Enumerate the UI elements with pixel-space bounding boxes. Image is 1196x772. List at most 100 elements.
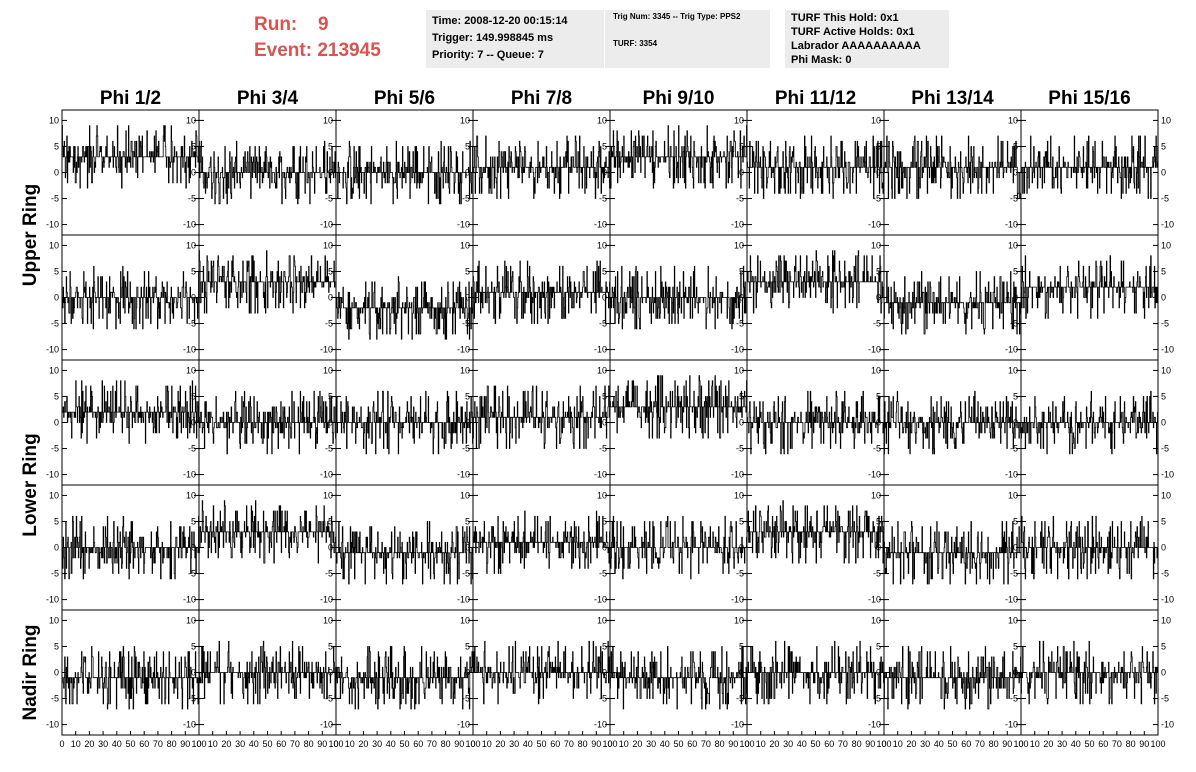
y-tick-label: -5 (51, 319, 59, 329)
y-tick-label: 5 (191, 141, 196, 151)
y-tick-label: -10 (183, 470, 196, 480)
y-tick-label: -10 (183, 220, 196, 230)
y-tick-label: -5 (462, 319, 470, 329)
panel-frame (61, 109, 200, 236)
y-tick-label: 0 (54, 543, 59, 553)
waveform-trace (336, 521, 473, 585)
x-tick-label: 60 (1098, 739, 1108, 749)
event-value: 213945 (317, 40, 381, 61)
y-tick-label: -10 (1005, 595, 1018, 605)
y-tick-label: 0 (1161, 418, 1166, 428)
y-tick-label: 5 (1161, 516, 1166, 526)
x-tick-label: 10 (619, 739, 629, 749)
y-tick-label: -10 (731, 720, 744, 730)
event-line: Event: 213945 (254, 38, 381, 64)
y-tick-label: -5 (599, 694, 607, 704)
x-tick-label: 40 (386, 739, 396, 749)
x-tick-label: 70 (838, 739, 848, 749)
x-tick-label: 90 (591, 739, 601, 749)
y-tick-label: -10 (731, 345, 744, 355)
x-tick-label: 60 (824, 739, 834, 749)
y-tick-label: 0 (465, 668, 470, 678)
x-tick-label: 0 (333, 739, 338, 749)
x-tick-label: 60 (139, 739, 149, 749)
y-tick-label: 0 (54, 168, 59, 178)
y-tick-label: 10 (460, 615, 470, 625)
y-tick-label: -5 (188, 444, 196, 454)
y-tick-label: 5 (328, 641, 333, 651)
y-tick-label: 0 (328, 668, 333, 678)
y-tick-label: -5 (599, 319, 607, 329)
y-tick-label: 0 (465, 418, 470, 428)
y-tick-label: -10 (320, 345, 333, 355)
x-tick-label: 10 (893, 739, 903, 749)
waveform-trace (1020, 255, 1158, 319)
y-tick-label: 5 (465, 516, 470, 526)
y-tick-label: 0 (876, 668, 881, 678)
waveform-trace (61, 646, 199, 710)
row-label: Upper Ring (20, 184, 41, 286)
y-tick-label: 0 (328, 293, 333, 303)
y-tick-label: 10 (597, 365, 607, 375)
y-tick-label: -5 (51, 569, 59, 579)
y-tick-label: -5 (325, 694, 333, 704)
x-tick-label: 0 (196, 739, 201, 749)
x-tick-label: 40 (112, 739, 122, 749)
y-tick-label: 10 (734, 240, 744, 250)
waveform-trace (883, 521, 1021, 585)
waveform-trace (609, 265, 747, 330)
y-tick-label: -5 (1161, 319, 1169, 329)
y-tick-label: -10 (457, 720, 470, 730)
y-tick-label: -5 (51, 694, 59, 704)
column-header: Phi 5/6 (374, 88, 435, 109)
y-tick-label: -5 (1010, 444, 1018, 454)
y-tick-label: 10 (1008, 490, 1018, 500)
y-tick-label: 5 (739, 266, 744, 276)
y-tick-label: 0 (739, 668, 744, 678)
y-tick-label: 10 (49, 115, 59, 125)
turf-text: TURF: 3354 (613, 39, 658, 48)
y-tick-label: -10 (46, 345, 59, 355)
waveform-trace (746, 135, 884, 199)
y-tick-label: -10 (457, 220, 470, 230)
y-tick-label: -10 (1161, 345, 1174, 355)
x-tick-label: 30 (372, 739, 382, 749)
y-tick-label: -5 (1010, 694, 1018, 704)
waveform-trace (198, 250, 336, 314)
y-tick-label: -10 (1161, 470, 1174, 480)
y-tick-label: -10 (731, 220, 744, 230)
turf-this-hold-text: TURF This Hold: 0x1 (791, 12, 899, 24)
event-label: Event: (254, 40, 313, 61)
y-tick-label: -10 (1005, 345, 1018, 355)
y-tick-label: -10 (320, 220, 333, 230)
column-header: Phi 11/12 (775, 88, 856, 109)
y-tick-label: -5 (873, 194, 881, 204)
y-tick-label: 10 (597, 490, 607, 500)
waveform-trace (609, 375, 747, 439)
waveform-trace (198, 390, 336, 455)
x-tick-label: 30 (509, 739, 519, 749)
x-tick-label: 30 (783, 739, 793, 749)
y-tick-label: -10 (457, 470, 470, 480)
x-tick-label: 30 (646, 739, 656, 749)
y-tick-label: -10 (594, 220, 607, 230)
y-tick-label: -5 (325, 319, 333, 329)
y-tick-label: 5 (602, 516, 607, 526)
y-tick-label: -10 (594, 595, 607, 605)
waveform-trace (883, 271, 1021, 335)
run-label: Run: (254, 14, 298, 35)
y-tick-label: 10 (871, 615, 881, 625)
waveform-trace (883, 135, 1021, 199)
x-tick-label: 20 (1043, 739, 1053, 749)
x-tick-label: 80 (715, 739, 725, 749)
panel-frame (609, 359, 748, 486)
waveform-trace (336, 390, 473, 455)
x-tick-label: 50 (262, 739, 272, 749)
trigger-text: Trigger: 149.998845 ms (432, 32, 554, 44)
waveform-trace (609, 515, 747, 580)
y-tick-label: 5 (602, 141, 607, 151)
waveform-trace (1020, 640, 1158, 705)
y-tick-label: 5 (602, 391, 607, 401)
y-tick-label: 10 (186, 115, 196, 125)
